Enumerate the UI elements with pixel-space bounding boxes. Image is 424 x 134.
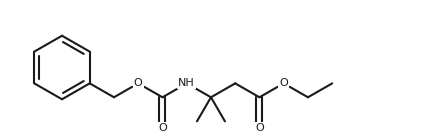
Text: O: O <box>134 78 142 88</box>
Text: O: O <box>255 123 264 133</box>
Text: NH: NH <box>179 78 195 88</box>
Text: O: O <box>158 123 167 133</box>
Text: O: O <box>279 78 288 88</box>
